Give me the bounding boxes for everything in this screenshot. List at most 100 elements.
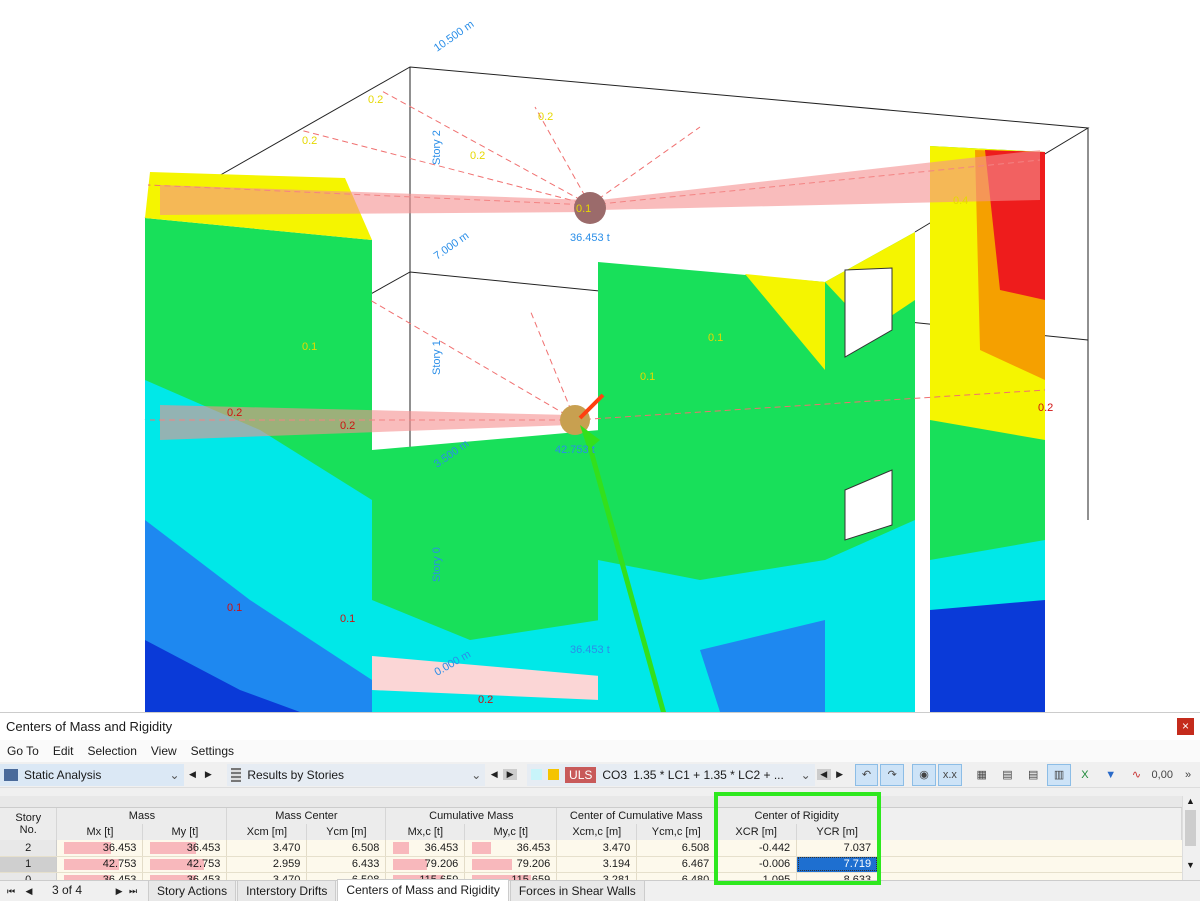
- mass-label: 36.453 t: [570, 232, 610, 244]
- cell-my[interactable]: 36.453: [142, 840, 228, 857]
- bar-chart-icon[interactable]: ▥: [1047, 763, 1071, 786]
- filter-icon[interactable]: ▼: [1105, 768, 1117, 781]
- value-label: 0.2: [227, 407, 242, 419]
- cell-my[interactable]: 42.753: [142, 856, 228, 873]
- col-mx[interactable]: Mx [t]: [56, 824, 144, 840]
- story-header: Story: [15, 812, 42, 824]
- value-bar: [393, 842, 410, 854]
- table-rows-icon[interactable]: ▤: [1028, 769, 1039, 781]
- 3d-model-viewport[interactable]: 10.500 m 7.000 m 3.500 m 0.000 m Story 2…: [0, 0, 1200, 712]
- cell-ycr[interactable]: 7.037: [796, 840, 879, 857]
- cell-myc[interactable]: 36.453: [464, 840, 558, 857]
- cell-ycm[interactable]: 6.433: [306, 856, 387, 873]
- col-mxc[interactable]: Mx,c [t]: [385, 824, 466, 840]
- next-arrow-icon[interactable]: ▶: [836, 769, 844, 779]
- level-label: 10.500 m: [432, 18, 476, 54]
- value-label: 0.2: [470, 150, 485, 162]
- col-ycmc[interactable]: Ycm,c [m]: [636, 824, 717, 840]
- group-center-rigidity: Center of Rigidity: [715, 808, 879, 824]
- table-icon[interactable]: ▦: [976, 769, 987, 781]
- more-icon[interactable]: »: [1184, 768, 1192, 781]
- col-ycm[interactable]: Ycm [m]: [306, 824, 387, 840]
- cell-story[interactable]: 1: [0, 856, 58, 873]
- load-wedge: [160, 185, 590, 215]
- scroll-thumb[interactable]: [1185, 810, 1196, 846]
- cell-ycr[interactable]: 7.719: [796, 856, 879, 873]
- cell-story[interactable]: 2: [0, 840, 58, 857]
- tab-forces-in-shear-walls[interactable]: Forces in Shear Walls: [509, 880, 645, 901]
- menu-settings[interactable]: Settings: [190, 744, 235, 758]
- vertical-scrollbar[interactable]: ▲ ▼: [1182, 796, 1198, 881]
- next-arrow-icon[interactable]: ▶: [204, 769, 212, 779]
- side-wall: [825, 232, 915, 712]
- cell-mx[interactable]: 42.753: [56, 856, 144, 873]
- cell-value: 36.453: [424, 841, 459, 854]
- last-page-icon[interactable]: ⏭: [128, 886, 138, 896]
- cell-xcmc[interactable]: 3.470: [556, 840, 638, 857]
- values-display-icon[interactable]: x.x: [937, 763, 962, 786]
- results-panel: Centers of Mass and Rigidity × Go To Edi…: [0, 712, 1200, 901]
- prev-arrow-icon[interactable]: ◀: [816, 769, 831, 780]
- menu-edit[interactable]: Edit: [52, 744, 74, 758]
- undo-icon[interactable]: ↶: [854, 763, 879, 786]
- cell-xcm[interactable]: 2.959: [226, 856, 308, 873]
- table-row[interactable]: 2 36.453 36.453 3.470 6.508 36.453 36.453 3.470…: [0, 840, 1182, 857]
- col-xcr[interactable]: XCR [m]: [715, 824, 798, 840]
- scroll-down-icon[interactable]: ▼: [1186, 860, 1195, 870]
- col-my[interactable]: My [t]: [142, 824, 228, 840]
- results-select[interactable]: Results by Stories ⌄: [227, 763, 486, 786]
- cell-value: 7.037: [843, 841, 872, 854]
- prev-arrow-icon[interactable]: ◀: [189, 769, 196, 779]
- table-columns-icon[interactable]: ▤: [1002, 769, 1013, 781]
- cell-value: 79.206: [424, 858, 459, 870]
- empty-cell: [877, 856, 1182, 873]
- cell-mx[interactable]: 36.453: [56, 840, 144, 857]
- menu-go-to[interactable]: Go To: [7, 744, 39, 758]
- col-xcm[interactable]: Xcm [m]: [226, 824, 308, 840]
- redo-icon[interactable]: ↷: [880, 763, 905, 786]
- tab-interstory-drifts[interactable]: Interstory Drifts: [237, 880, 337, 901]
- tab-story-actions[interactable]: Story Actions: [148, 880, 237, 901]
- prev-page-icon[interactable]: ◀: [25, 886, 33, 896]
- cell-xcr[interactable]: -0.006: [715, 856, 798, 873]
- color-swatch: [531, 769, 543, 780]
- col-xcmc[interactable]: Xcm,c [m]: [556, 824, 638, 840]
- mass-center-sphere[interactable]: [574, 192, 606, 224]
- direction-arrow: [578, 393, 605, 420]
- load-combination-select[interactable]: ULS CO3 1.35 * LC1 + 1.35 * LC2 + ... ⌄: [527, 763, 815, 786]
- excel-export-icon[interactable]: X: [1081, 768, 1089, 781]
- next-page-icon[interactable]: ▶: [115, 886, 123, 896]
- cell-ycmc[interactable]: 6.508: [636, 840, 717, 857]
- cell-ycm[interactable]: 6.508: [306, 840, 387, 857]
- menu-view[interactable]: View: [150, 744, 177, 758]
- scroll-up-icon[interactable]: ▲: [1186, 796, 1195, 806]
- cell-myc[interactable]: 79.206: [464, 856, 558, 873]
- analysis-select[interactable]: Static Analysis ⌄: [0, 763, 184, 786]
- menu-selection[interactable]: Selection: [87, 744, 137, 758]
- prev-arrow-icon[interactable]: ◀: [490, 769, 498, 779]
- value-bar: [150, 842, 196, 854]
- model-graphic: 10.500 m 7.000 m 3.500 m 0.000 m Story 2…: [144, 18, 1090, 712]
- first-page-icon[interactable]: ⏮: [6, 886, 16, 896]
- cell-value: 42.753: [186, 858, 221, 870]
- col-story[interactable]: Story No.: [0, 808, 58, 840]
- cell-xcmc[interactable]: 3.194: [556, 856, 638, 873]
- cell-xcm[interactable]: 3.470: [226, 840, 308, 857]
- diagram-icon[interactable]: ∿: [1131, 769, 1142, 781]
- chevron-down-icon: ⌄: [169, 767, 180, 782]
- decimal-places-icon[interactable]: 0,00: [1151, 768, 1173, 781]
- cell-ycmc[interactable]: 6.467: [636, 856, 717, 873]
- cell-mxc[interactable]: 79.206: [385, 856, 466, 873]
- tab-centers-of-mass-and-rigidity[interactable]: Centers of Mass and Rigidity: [337, 879, 509, 901]
- result-display-icon[interactable]: ◉: [912, 763, 936, 786]
- cell-mxc[interactable]: 36.453: [385, 840, 466, 857]
- load-wedge: [600, 150, 1040, 210]
- cell-value: 6.508: [681, 841, 710, 854]
- next-arrow-icon[interactable]: ▶: [503, 769, 518, 780]
- col-myc[interactable]: My,c [t]: [464, 824, 558, 840]
- close-button[interactable]: ×: [1177, 718, 1194, 735]
- col-ycr[interactable]: YCR [m]: [796, 824, 879, 840]
- table-row[interactable]: 1 42.753 42.753 2.959 6.433 79.206 79.206 3.194…: [0, 856, 1182, 873]
- cell-value: 36.453: [186, 841, 221, 854]
- cell-xcr[interactable]: -0.442: [715, 840, 798, 857]
